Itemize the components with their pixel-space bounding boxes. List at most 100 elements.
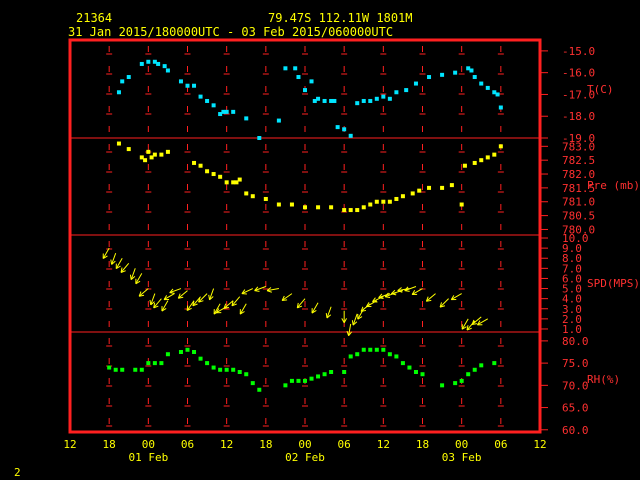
data-point	[283, 383, 288, 388]
data-point	[466, 372, 471, 377]
panel-label: RH(%)	[587, 373, 620, 386]
data-point	[107, 365, 112, 370]
wind-arrow	[208, 288, 215, 301]
data-point	[479, 158, 484, 163]
wind-arrow	[239, 303, 247, 315]
data-point	[303, 378, 307, 383]
wind-arrow	[341, 310, 348, 324]
date-label: 01 Feb	[128, 451, 168, 464]
y-tick-label: 780.0	[562, 223, 595, 236]
data-point	[381, 347, 386, 352]
data-point	[440, 185, 445, 190]
data-point	[276, 118, 281, 123]
data-point	[407, 365, 412, 370]
data-point	[469, 68, 474, 73]
data-point	[224, 367, 229, 372]
data-point	[309, 376, 314, 381]
data-point	[355, 352, 360, 357]
chart-axes: 12 18 00 06 12 18 00 06 12 18 00 06 12 01 Feb 02 Feb 03…	[63, 45, 640, 464]
data-point	[342, 127, 347, 132]
data-point	[312, 98, 317, 103]
data-point	[368, 347, 373, 352]
data-point	[296, 75, 301, 80]
data-point	[394, 196, 399, 201]
station-id: 21364	[76, 11, 112, 25]
data-point	[120, 79, 125, 84]
data-point	[152, 59, 157, 64]
data-point	[342, 370, 347, 374]
y-tick-label: 6.0	[562, 272, 582, 285]
data-point	[472, 75, 477, 80]
wind-arrow	[169, 288, 182, 294]
data-point	[113, 367, 118, 372]
wind-arrow	[439, 298, 449, 308]
data-point	[492, 361, 497, 366]
data-point	[387, 96, 392, 101]
wind-arrow	[397, 287, 410, 293]
data-point	[368, 98, 373, 103]
wind-arrow	[231, 296, 241, 307]
data-point	[479, 363, 484, 368]
data-point	[449, 183, 454, 188]
data-point	[116, 141, 121, 146]
y-tick-label: 2.0	[562, 313, 582, 326]
data-point	[427, 185, 432, 190]
data-point	[139, 61, 144, 66]
wind-arrow	[102, 247, 110, 259]
wind-arrow	[110, 253, 117, 265]
data-point	[224, 109, 229, 114]
y-tick-label: 781.5	[562, 182, 595, 195]
data-point	[348, 354, 353, 359]
data-point	[224, 180, 229, 185]
data-point	[296, 378, 301, 383]
data-point	[427, 75, 432, 80]
data-point	[250, 194, 255, 199]
data-point	[472, 160, 477, 165]
y-tick-label: 782.5	[562, 154, 595, 167]
data-point	[316, 205, 321, 210]
y-tick-label: -17.0	[562, 88, 595, 101]
data-point	[355, 208, 360, 213]
data-point	[192, 350, 197, 354]
data-point	[479, 81, 484, 86]
data-point	[329, 370, 334, 374]
wind-arrow	[161, 300, 169, 312]
panel-label: SPD(MPS)	[587, 277, 640, 290]
y-tick-label: 60.0	[562, 424, 589, 437]
data-point	[485, 155, 490, 160]
y-tick-label: -19.0	[562, 132, 595, 145]
data-point	[218, 112, 223, 117]
y-tick-label: 4.0	[562, 293, 582, 306]
wind-arrow	[296, 298, 306, 309]
data-point	[250, 381, 255, 386]
data-point	[348, 208, 353, 213]
data-point	[116, 90, 121, 95]
data-point	[244, 191, 249, 196]
data-point	[165, 68, 170, 73]
data-point	[205, 169, 210, 174]
x-tick-label: 18	[259, 438, 272, 451]
data-point	[361, 347, 366, 352]
wind-arrow	[461, 318, 469, 330]
wind-arrow	[466, 320, 476, 331]
wind-arrow	[223, 300, 234, 309]
data-point	[165, 149, 170, 154]
wind-arrow	[198, 293, 208, 303]
data-point	[178, 79, 183, 84]
data-point	[459, 202, 464, 207]
wind-arrow	[425, 293, 436, 302]
data-point	[257, 387, 262, 392]
wind-arrow	[266, 287, 279, 293]
data-point	[293, 66, 298, 71]
data-point	[322, 372, 327, 377]
x-tick-label: 00	[142, 438, 155, 451]
y-tick-label: 65.0	[562, 402, 589, 415]
data-point	[165, 352, 170, 357]
y-tick-label: 9.0	[562, 242, 582, 255]
data-point	[289, 202, 294, 207]
data-point	[198, 94, 203, 99]
x-tick-label: 00	[455, 438, 468, 451]
date-label: 02 Feb	[285, 451, 325, 464]
data-point	[492, 90, 497, 95]
